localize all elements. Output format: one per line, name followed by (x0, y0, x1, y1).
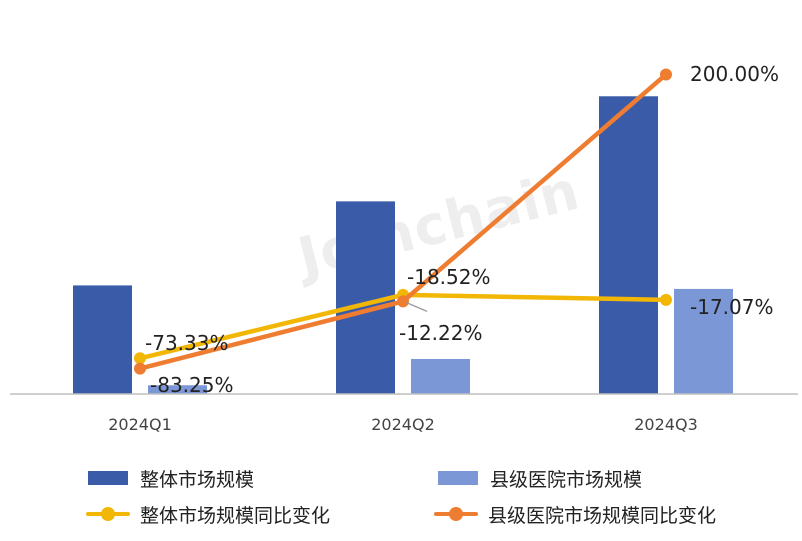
point-county-yoy-2 (660, 68, 672, 81)
leader-line-q2 (405, 301, 428, 312)
data-label-county-yoy-0: -83.25% (150, 373, 233, 397)
bar-county-0 (148, 385, 207, 394)
x-tick-label-0: 2024Q1 (108, 415, 172, 434)
point-total-yoy-2 (660, 293, 672, 306)
bar-total-0 (73, 285, 132, 394)
data-label-total-yoy-0: -73.33% (145, 331, 228, 355)
point-county-yoy-1 (397, 295, 409, 308)
data-label-county-yoy-1: -18.52% (407, 265, 490, 289)
point-county-yoy-0 (134, 362, 146, 375)
data-label-total-yoy-2: -17.07% (690, 295, 773, 319)
bar-county-1 (411, 358, 470, 394)
x-tick-label-2: 2024Q3 (634, 415, 698, 434)
x-tick-label-1: 2024Q2 (371, 415, 435, 434)
data-label-total-yoy-1: -12.22% (399, 321, 482, 345)
point-total-yoy-0 (134, 352, 146, 365)
bar-total-2 (599, 96, 658, 395)
bar-county-2 (674, 288, 733, 394)
data-label-county-yoy-2: 200.00% (690, 62, 779, 86)
